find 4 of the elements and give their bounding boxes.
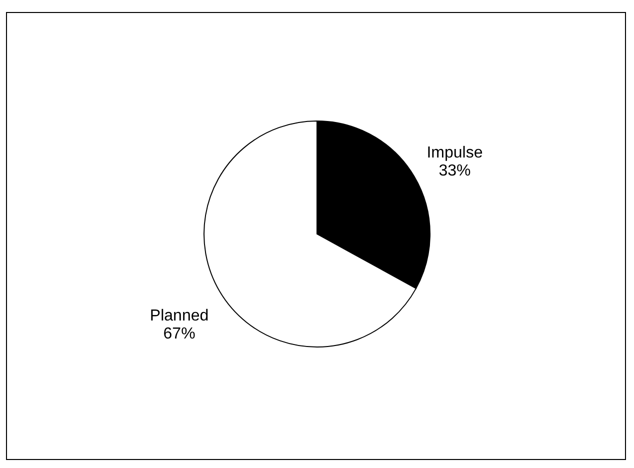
slice-label: Impulse [426,144,483,162]
slice-label: Planned [150,307,209,324]
data-label: 33% [438,162,471,180]
data-label: 67% [163,325,196,342]
